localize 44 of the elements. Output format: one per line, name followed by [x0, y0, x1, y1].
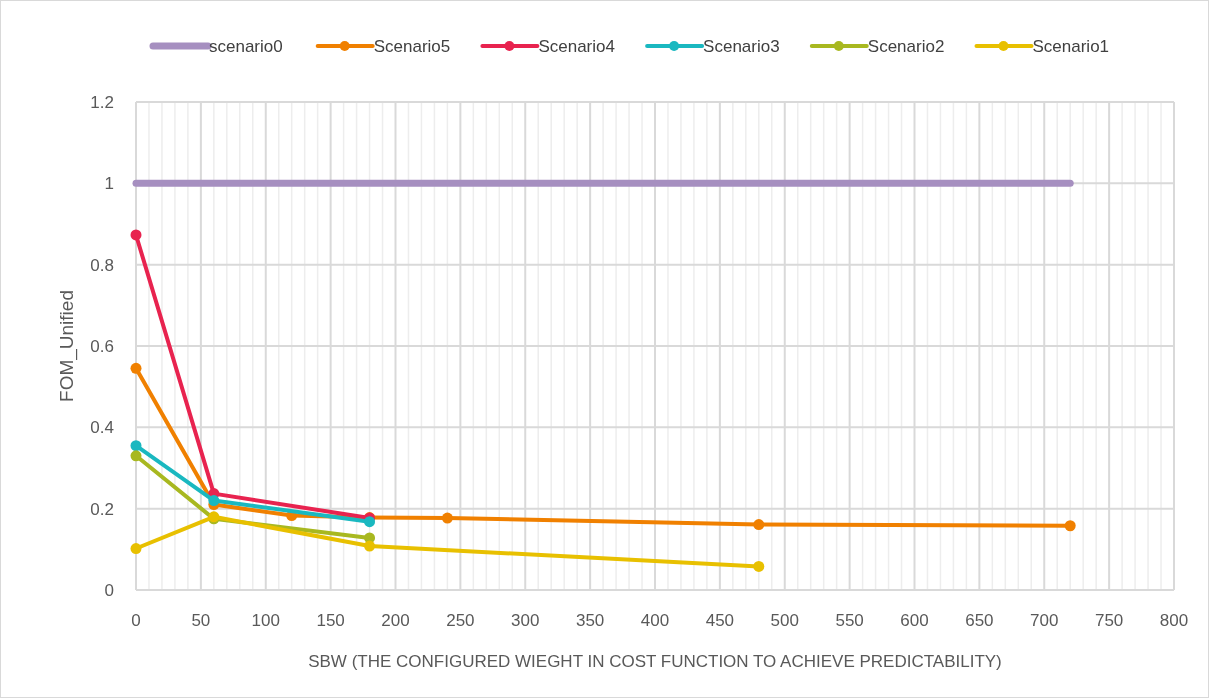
x-tick-label: 0 [131, 611, 141, 630]
y-tick-label: 0.6 [90, 337, 114, 356]
x-tick-label: 350 [575, 611, 605, 630]
legend-label: Scenario5 [373, 37, 451, 56]
x-tick-label: 650 [965, 611, 994, 630]
x-tick-label: 500 [770, 611, 799, 630]
point [441, 512, 453, 524]
y-tick-label: 1.2 [90, 93, 114, 112]
legend-label: scenario0 [209, 37, 283, 56]
y-tick-label: 0 [104, 581, 114, 600]
x-tick-label: 700 [1030, 611, 1059, 630]
x-tick-label: 550 [835, 611, 864, 630]
x-axis-title: SBW (THE CONFIGURED WIEGHT IN COST FUNCTION TO ACHIEVE PREDICTABILITY) [308, 652, 1002, 671]
point [130, 362, 142, 374]
point [208, 495, 220, 507]
point [753, 519, 765, 531]
legend-label: Scenario4 [538, 37, 615, 56]
point [1064, 520, 1076, 532]
point [753, 560, 765, 572]
y-tick-label: 0.4 [90, 418, 114, 438]
legend-label: Scenario3 [703, 37, 780, 56]
legend-label: Scenario2 [867, 37, 945, 56]
x-tick-label: 200 [381, 611, 410, 630]
x-tick-label: 50 [191, 611, 211, 630]
x-tick-label: 800 [1159, 611, 1189, 630]
y-tick-label: 0.8 [90, 255, 114, 275]
x-tick-label: 600 [900, 611, 929, 630]
x-tick-label: 100 [251, 611, 280, 630]
x-tick-label: 450 [705, 611, 735, 630]
point [130, 440, 142, 452]
x-tick-label: 400 [640, 611, 670, 630]
x-tick-label: 150 [316, 611, 345, 630]
y-axis-title: FOM_Unified [56, 290, 78, 402]
y-tick-label: 0.2 [90, 499, 114, 519]
point [364, 540, 376, 552]
legend-label: Scenario1 [1032, 37, 1110, 56]
x-tick-label: 750 [1094, 611, 1124, 630]
point [130, 229, 142, 241]
point [364, 516, 376, 528]
y-tick-label: 1 [104, 174, 114, 194]
x-tick-label: 250 [446, 611, 475, 630]
x-tick-label: 300 [511, 611, 540, 630]
point [130, 543, 142, 555]
point [130, 450, 142, 462]
